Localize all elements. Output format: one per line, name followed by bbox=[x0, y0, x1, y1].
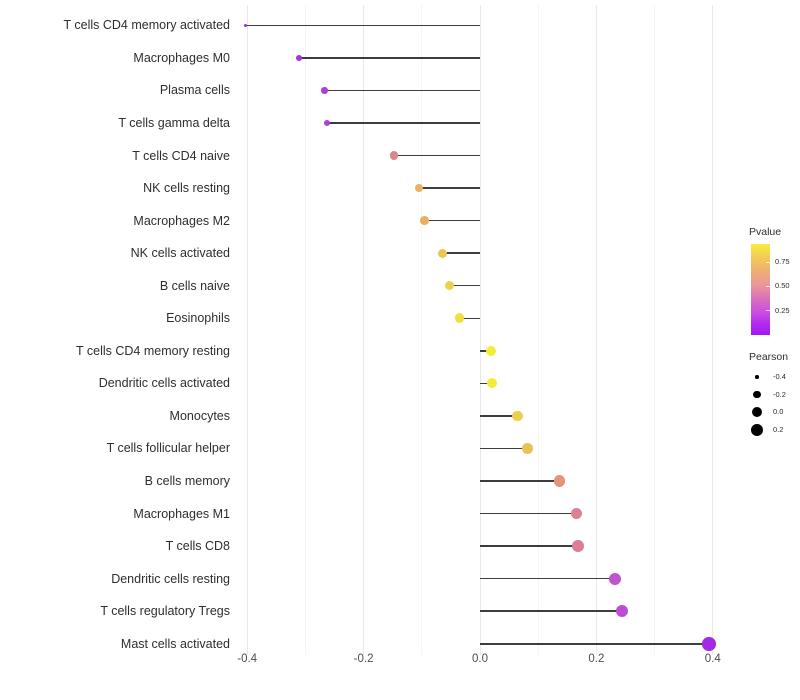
y-axis-label: Plasma cells bbox=[159, 83, 230, 98]
pearson-size-label: -0.2 bbox=[773, 389, 786, 399]
lollipop-dot bbox=[487, 378, 498, 389]
lollipop-dot bbox=[615, 605, 629, 618]
y-axis-label: T cells CD4 memory activated bbox=[63, 18, 231, 33]
pearson-size-label: 0.2 bbox=[773, 424, 784, 434]
lollipop-dot bbox=[419, 216, 429, 225]
lollipop-stem bbox=[424, 219, 480, 222]
lollipop-dot bbox=[296, 55, 302, 61]
y-axis-label: Macrophages M0 bbox=[133, 50, 230, 65]
gridline-major bbox=[712, 5, 714, 655]
lollipop-stem bbox=[326, 122, 480, 124]
y-axis-label: Mast cells activated bbox=[120, 636, 230, 651]
lollipop-dot bbox=[511, 410, 523, 422]
pearson-size-dot bbox=[751, 423, 763, 436]
lollipop-stem bbox=[324, 89, 480, 92]
lollipop-stem bbox=[418, 187, 480, 189]
y-axis-label: NK cells activated bbox=[130, 246, 230, 261]
pvalue-tick-mark bbox=[766, 310, 770, 312]
pvalue-tick-label: 0.25 bbox=[775, 305, 790, 315]
gridline-major bbox=[246, 5, 248, 655]
gridline-minor bbox=[654, 5, 656, 655]
lollipop-dot bbox=[323, 119, 331, 127]
pvalue-tick-mark bbox=[766, 285, 770, 287]
lollipop-stem bbox=[393, 154, 480, 157]
pearson-size-label: 0.0 bbox=[773, 407, 784, 417]
lollipop-dot bbox=[521, 443, 533, 454]
pearson-size-label: -0.4 bbox=[773, 372, 786, 381]
lollipop-dot bbox=[570, 507, 583, 520]
x-tick-label: 0.2 bbox=[588, 653, 605, 665]
gridline-minor bbox=[537, 5, 539, 655]
lollipop-dot bbox=[389, 151, 398, 160]
legend-pearson-title: Pearson bbox=[749, 351, 789, 363]
lollipop-stem bbox=[480, 610, 622, 612]
x-tick-label: -0.2 bbox=[353, 653, 374, 665]
y-axis-label: T cells follicular helper bbox=[106, 441, 230, 456]
x-tick-label: -0.4 bbox=[237, 653, 258, 665]
lollipop-dot bbox=[554, 475, 566, 487]
pearson-size-dot bbox=[755, 375, 759, 379]
lollipop-dot bbox=[445, 281, 455, 291]
gridline-minor bbox=[304, 5, 306, 655]
lollipop-stem bbox=[480, 447, 528, 450]
lollipop-stem bbox=[480, 577, 616, 580]
y-axis-label: T cells regulatory Tregs bbox=[100, 604, 230, 619]
lollipop-stem bbox=[459, 317, 480, 319]
lollipop-dot bbox=[243, 23, 248, 28]
gridline-major bbox=[595, 5, 597, 655]
y-axis-label: Dendritic cells resting bbox=[111, 571, 230, 586]
lollipop-stem bbox=[480, 512, 577, 515]
pvalue-tick-mark bbox=[766, 261, 770, 263]
y-axis-label: T cells CD4 memory resting bbox=[76, 343, 230, 358]
pearson-size-dot bbox=[752, 407, 762, 418]
lollipop-dot bbox=[701, 636, 716, 651]
x-tick-label: 0.4 bbox=[704, 653, 721, 665]
lollipop-stem bbox=[480, 545, 578, 547]
x-tick-label: 0.0 bbox=[472, 653, 488, 665]
lollipop-dot bbox=[454, 313, 465, 324]
y-axis-label: T cells gamma delta bbox=[118, 115, 230, 130]
y-axis-label: NK cells resting bbox=[143, 181, 230, 196]
lollipop-stem bbox=[449, 284, 480, 287]
legend: Pvalue 0.75 0.50 0.25 Pearson -0.4 -0.2 0.0 0… bbox=[740, 220, 800, 455]
gridline-major bbox=[363, 5, 365, 655]
y-axis-label: B cells memory bbox=[144, 474, 230, 488]
pvalue-tick-label: 0.50 bbox=[775, 281, 790, 291]
lollipop-dot bbox=[608, 572, 622, 585]
lollipop-stem bbox=[480, 415, 518, 417]
lollipop-dot bbox=[485, 345, 497, 356]
lollipop-dot bbox=[571, 540, 584, 552]
lollipop-dot bbox=[321, 87, 328, 94]
pvalue-tick-label: 0.75 bbox=[775, 257, 790, 267]
lollipop-dot bbox=[437, 248, 447, 258]
pearson-size-dot bbox=[753, 390, 761, 399]
legend-pvalue-title: Pvalue bbox=[749, 226, 782, 238]
y-axis-label: Macrophages M1 bbox=[133, 506, 230, 521]
pvalue-gradient-bar bbox=[751, 244, 770, 335]
lollipop-stem bbox=[480, 643, 709, 645]
lollipop-stem bbox=[480, 350, 492, 352]
lollipop-stem bbox=[245, 24, 480, 27]
y-axis-label: Monocytes bbox=[169, 408, 230, 423]
lollipop-stem bbox=[442, 252, 480, 254]
y-axis-label: T cells CD4 naive bbox=[132, 148, 230, 163]
gridline-major bbox=[479, 5, 481, 655]
gridline-minor bbox=[421, 5, 423, 655]
y-axis-label: B cells naive bbox=[159, 278, 230, 293]
lollipop-stem bbox=[480, 382, 493, 385]
y-axis-label: T cells CD8 bbox=[165, 539, 230, 554]
lollipop-stem bbox=[480, 480, 560, 482]
lollipop-dot bbox=[414, 183, 424, 193]
lollipop-stem bbox=[298, 57, 480, 59]
y-axis-label: Dendritic cells activated bbox=[98, 376, 230, 391]
y-axis-label: Eosinophils bbox=[166, 311, 230, 326]
y-axis-label: Macrophages M2 bbox=[133, 213, 230, 228]
